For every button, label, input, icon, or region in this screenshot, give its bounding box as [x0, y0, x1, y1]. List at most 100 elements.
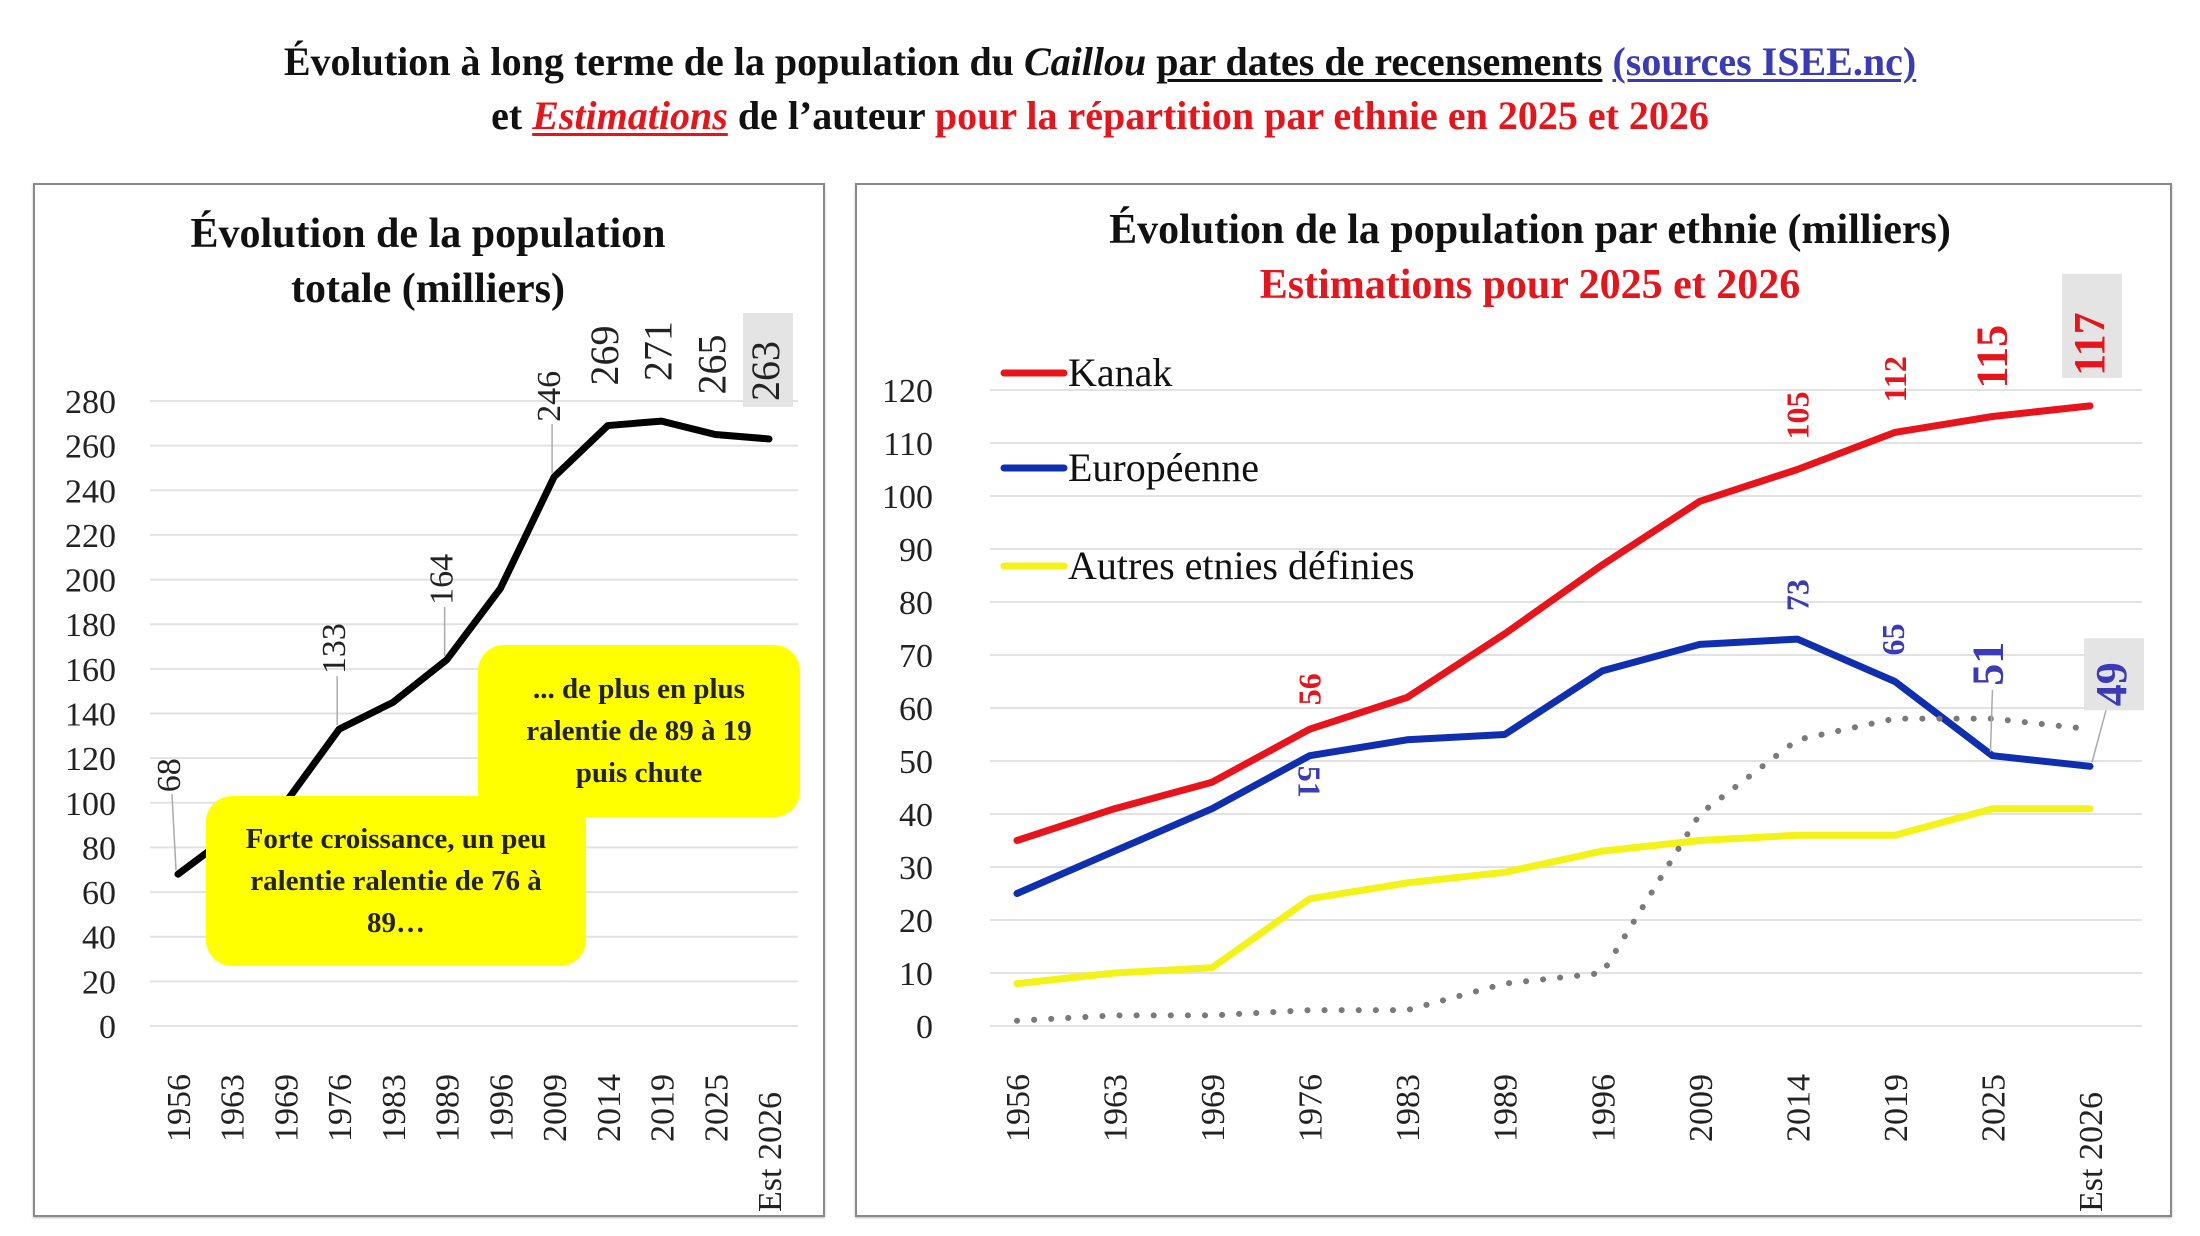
x-tick-label: 1996	[1585, 1074, 1622, 1142]
highlight-box	[743, 312, 793, 407]
legend-label-europeenne: Européenne	[1068, 445, 1259, 490]
chart-title-line-1: Évolution de la population	[191, 210, 666, 257]
y-tick-label: 140	[65, 697, 116, 734]
data-label-kanak: 56	[1292, 673, 1328, 705]
title-red-part: pour la répartition par ethnie en 2025 e…	[934, 93, 1709, 138]
data-label-europeenne: 49	[2087, 662, 2136, 706]
x-tick-label: 1976	[1293, 1074, 1330, 1142]
y-tick-label: 240	[65, 473, 116, 510]
series-line-other	[1014, 715, 2093, 1024]
y-tick-label: 20	[899, 903, 933, 940]
callout-slowing: ... de plus en plus ralentie de 89 à 19 …	[478, 645, 800, 817]
y-tick-label: 80	[82, 830, 116, 867]
ethnic-population-panel	[855, 183, 2172, 1217]
x-tick-label: 1963	[1098, 1074, 1135, 1142]
data-label: 133	[316, 623, 353, 674]
x-tick-label: 2025	[698, 1074, 735, 1142]
legend: Kanak Européenne Autres etnies définies	[1000, 350, 1415, 588]
y-tick-label: 220	[65, 518, 116, 555]
chart-subtitle: Estimations pour 2025 et 2026	[1260, 262, 1801, 308]
y-tick-label: 40	[82, 920, 116, 957]
leader-line	[2091, 710, 2107, 763]
y-tick-label: 180	[65, 607, 116, 644]
main-title-line-1: Évolution à long terme de la population …	[0, 38, 2200, 86]
callout-strong-growth-text: Forte croissance, un peu ralentie ralent…	[245, 823, 547, 939]
x-tick-label: 2014	[1780, 1074, 1817, 1142]
y-tick-label: 70	[899, 638, 933, 675]
y-tick-label: 110	[883, 426, 933, 463]
title-et: et	[491, 93, 533, 138]
x-tick-label: 2009	[537, 1074, 574, 1142]
x-tick-label: 1989	[1488, 1074, 1525, 1142]
data-label: 164	[424, 554, 461, 605]
data-label-kanak: 115	[1967, 325, 2016, 389]
data-label: 246	[531, 371, 568, 422]
main-title-line-2: et Estimations de l’auteur pour la répar…	[0, 92, 2200, 140]
chart-title-line-2: totale (milliers)	[291, 266, 565, 312]
data-label-europeenne: 51	[1292, 766, 1328, 798]
y-tick-label: 60	[82, 875, 116, 912]
y-tick-label: 40	[899, 797, 933, 834]
data-label-europeenne: 65	[1875, 624, 1911, 656]
highlight-box	[2062, 273, 2122, 378]
x-tick-label: 1996	[483, 1074, 520, 1142]
data-label-kanak: 112	[1877, 356, 1913, 402]
data-label-europeenne: 73	[1779, 579, 1815, 611]
series-line-kanak	[1013, 402, 2094, 844]
y-tick-label: 0	[916, 1009, 933, 1046]
y-tick-label: 80	[899, 585, 933, 622]
y-tick-label: 0	[99, 1009, 116, 1046]
legend-label-autres: Autres etnies définies	[1068, 543, 1415, 588]
x-tick-label: 1969	[1195, 1074, 1232, 1142]
y-tick-label: 120	[882, 373, 933, 410]
y-tick-label: 280	[65, 384, 116, 421]
x-tick-label: 2009	[1683, 1074, 1720, 1142]
y-tick-label: 50	[899, 744, 933, 781]
y-tick-label: 30	[899, 850, 933, 887]
data-label: 68	[151, 758, 188, 792]
x-tick-label: 1989	[430, 1074, 467, 1142]
title-auteur: de l’auteur	[727, 93, 935, 138]
title-estimations: Estimations	[532, 93, 728, 138]
callout-strong-growth: Forte croissance, un peu ralentie ralent…	[206, 796, 586, 966]
series-line-europeenne	[1013, 635, 2094, 897]
y-tick-label: 120	[65, 741, 116, 778]
data-label-kanak: 105	[1779, 392, 1815, 440]
x-tick-label: 1969	[268, 1074, 305, 1142]
x-tick-label: 2019	[645, 1074, 682, 1142]
legend-label-kanak: Kanak	[1068, 350, 1172, 395]
y-tick-label: 10	[899, 956, 933, 993]
x-tick-label: Est 2026	[752, 1092, 789, 1212]
y-tick-label: 200	[65, 563, 116, 600]
y-tick-label: 20	[82, 964, 116, 1001]
y-tick-label: 160	[65, 652, 116, 689]
x-tick-label: 2014	[591, 1074, 628, 1142]
chart-title: Évolution de la population par ethnie (m…	[1109, 206, 1951, 253]
y-tick-label: 90	[899, 532, 933, 569]
leader-line	[171, 794, 177, 871]
x-tick-label: 1963	[215, 1074, 252, 1142]
x-tick-label: 2019	[1878, 1074, 1915, 1142]
source-link[interactable]: (sources ISEE.nc)	[1612, 39, 1917, 84]
y-tick-label: 100	[882, 479, 933, 516]
x-tick-label: 1956	[1000, 1074, 1037, 1142]
y-tick-label: 60	[899, 691, 933, 728]
x-tick-label: 1976	[322, 1074, 359, 1142]
data-label: 263	[743, 341, 788, 401]
title-text: Évolution à long terme de la population …	[283, 39, 1024, 84]
data-label-kanak: 117	[2065, 312, 2114, 376]
data-label: 271	[636, 321, 681, 381]
leader-line	[1989, 689, 1994, 752]
title-caillou: Caillou	[1023, 39, 1147, 84]
data-label-europeenne: 51	[1963, 642, 2012, 686]
title-underlined: par dates de recensements	[1156, 39, 1603, 84]
series-line-autres	[1013, 805, 2094, 988]
x-tick-label: 1983	[376, 1074, 413, 1142]
x-tick-label: 2025	[1975, 1074, 2012, 1142]
callout-slowing-text: ... de plus en plus ralentie de 89 à 19 …	[526, 673, 752, 789]
x-tick-label: 1983	[1390, 1074, 1427, 1142]
x-tick-label: 1956	[161, 1074, 198, 1142]
x-tick-label: Est 2026	[2073, 1092, 2110, 1212]
y-tick-label: 260	[65, 429, 116, 466]
